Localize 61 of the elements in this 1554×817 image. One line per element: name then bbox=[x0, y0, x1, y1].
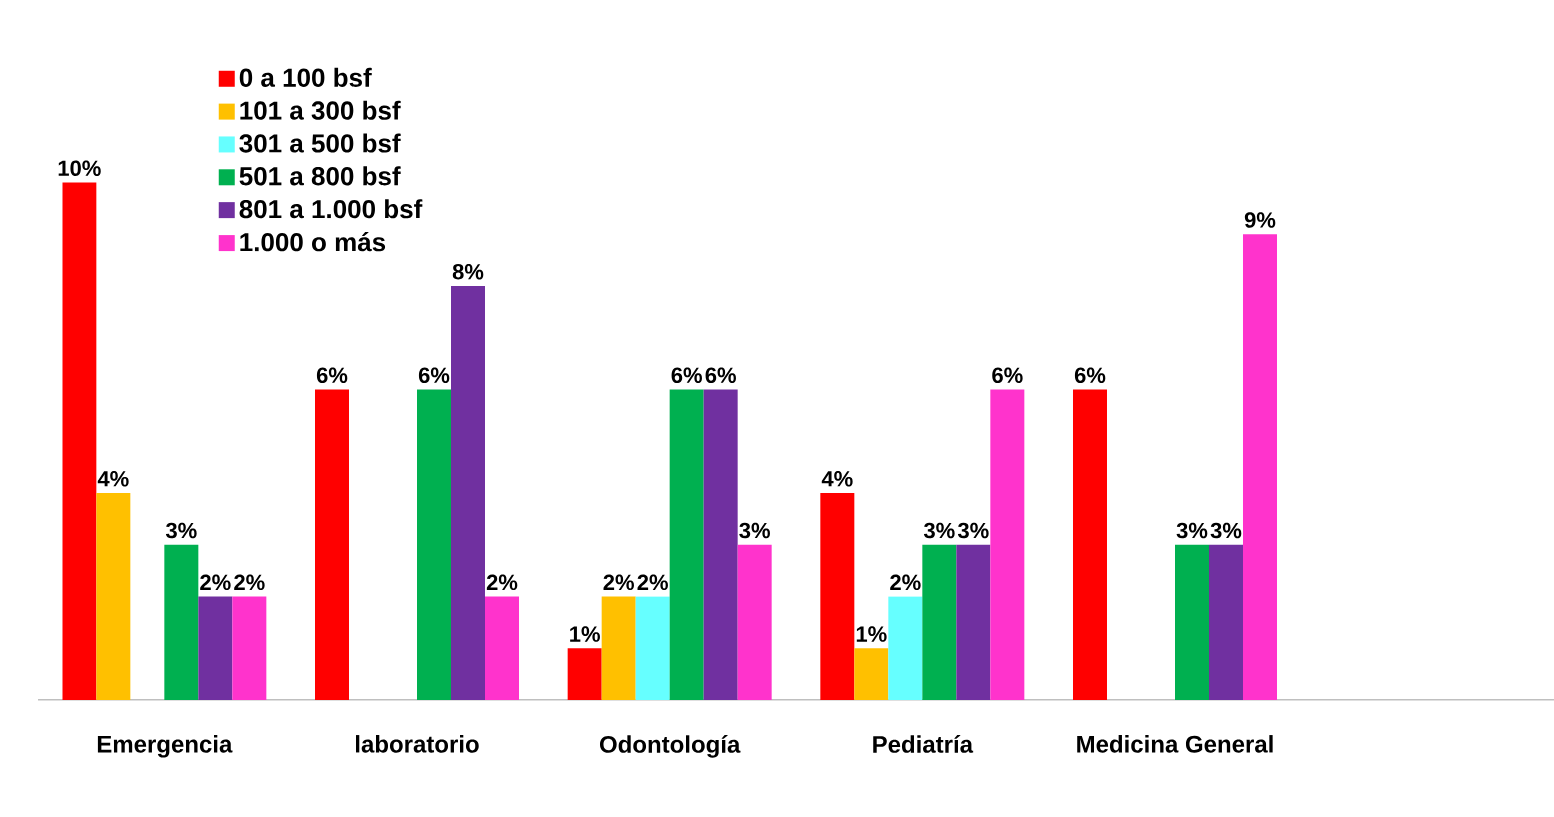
bar bbox=[737, 544, 772, 700]
data-label: 2% bbox=[486, 574, 518, 591]
bar bbox=[1073, 389, 1107, 700]
bar bbox=[635, 596, 670, 700]
data-label: 1% bbox=[856, 626, 887, 642]
data-label: 2% bbox=[200, 574, 231, 591]
bar bbox=[451, 285, 485, 700]
bar bbox=[198, 596, 233, 700]
x-tick-label: Pediatría bbox=[873, 735, 974, 753]
bar bbox=[62, 182, 97, 700]
legend-label: 301 a 500 bsf bbox=[239, 133, 401, 153]
data-label: 2% bbox=[603, 574, 634, 591]
x-tick-label: laboratorio bbox=[355, 735, 479, 753]
bar bbox=[1243, 234, 1277, 700]
bar bbox=[164, 544, 199, 700]
data-label: 4% bbox=[97, 471, 129, 487]
data-label: 4% bbox=[821, 471, 853, 487]
bar bbox=[567, 648, 602, 700]
legend-label: 801 a 1.000 bsf bbox=[239, 199, 423, 219]
bar bbox=[820, 492, 855, 700]
x-tick-label: Odontología bbox=[599, 735, 741, 758]
bar bbox=[1175, 544, 1209, 700]
bar bbox=[96, 492, 131, 700]
data-label: 3% bbox=[1176, 522, 1208, 539]
bar bbox=[922, 544, 957, 700]
data-label: 2% bbox=[234, 574, 265, 591]
data-label: 1% bbox=[570, 626, 600, 642]
data-label: 6% bbox=[992, 367, 1023, 384]
bar bbox=[315, 389, 349, 700]
bar bbox=[990, 389, 1025, 700]
legend-label: 0 a 100 bsf bbox=[239, 67, 372, 87]
data-label: 6% bbox=[705, 367, 736, 384]
data-label: 6% bbox=[671, 367, 702, 384]
data-label: 3% bbox=[957, 522, 989, 539]
data-label: 3% bbox=[1210, 522, 1242, 539]
bar bbox=[485, 596, 519, 700]
bar bbox=[232, 596, 267, 700]
data-label: 6% bbox=[418, 367, 450, 384]
data-label: 6% bbox=[1074, 367, 1106, 384]
data-label: 2% bbox=[890, 574, 921, 591]
bar bbox=[854, 648, 889, 700]
data-label: 8% bbox=[452, 263, 484, 280]
legend-label: 501 a 800 bsf bbox=[239, 166, 401, 186]
data-label: 10% bbox=[58, 160, 101, 176]
bar bbox=[669, 389, 704, 700]
data-label: 3% bbox=[165, 522, 197, 539]
bar bbox=[956, 544, 991, 700]
legend-label: 1.000 o más bbox=[240, 232, 386, 252]
bar bbox=[417, 389, 452, 700]
x-tick-label: Emergencia bbox=[97, 735, 233, 758]
data-label: 3% bbox=[923, 522, 955, 539]
data-label: 6% bbox=[316, 367, 348, 384]
data-label: 9% bbox=[1244, 212, 1276, 228]
bar bbox=[1208, 544, 1243, 700]
x-tick-label: Medicina General bbox=[1077, 735, 1273, 753]
data-label: 3% bbox=[739, 522, 770, 539]
legend-label: 101 a 300 bsf bbox=[240, 100, 401, 120]
bar bbox=[703, 389, 738, 700]
bar bbox=[601, 596, 636, 700]
data-label: 2% bbox=[637, 574, 668, 591]
bar bbox=[888, 596, 923, 700]
